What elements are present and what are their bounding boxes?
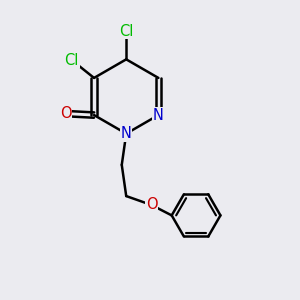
Text: N: N — [121, 126, 132, 141]
Text: O: O — [146, 197, 157, 212]
Text: O: O — [60, 106, 72, 121]
Text: N: N — [153, 108, 164, 123]
Text: Cl: Cl — [64, 52, 79, 68]
Text: Cl: Cl — [119, 24, 134, 39]
